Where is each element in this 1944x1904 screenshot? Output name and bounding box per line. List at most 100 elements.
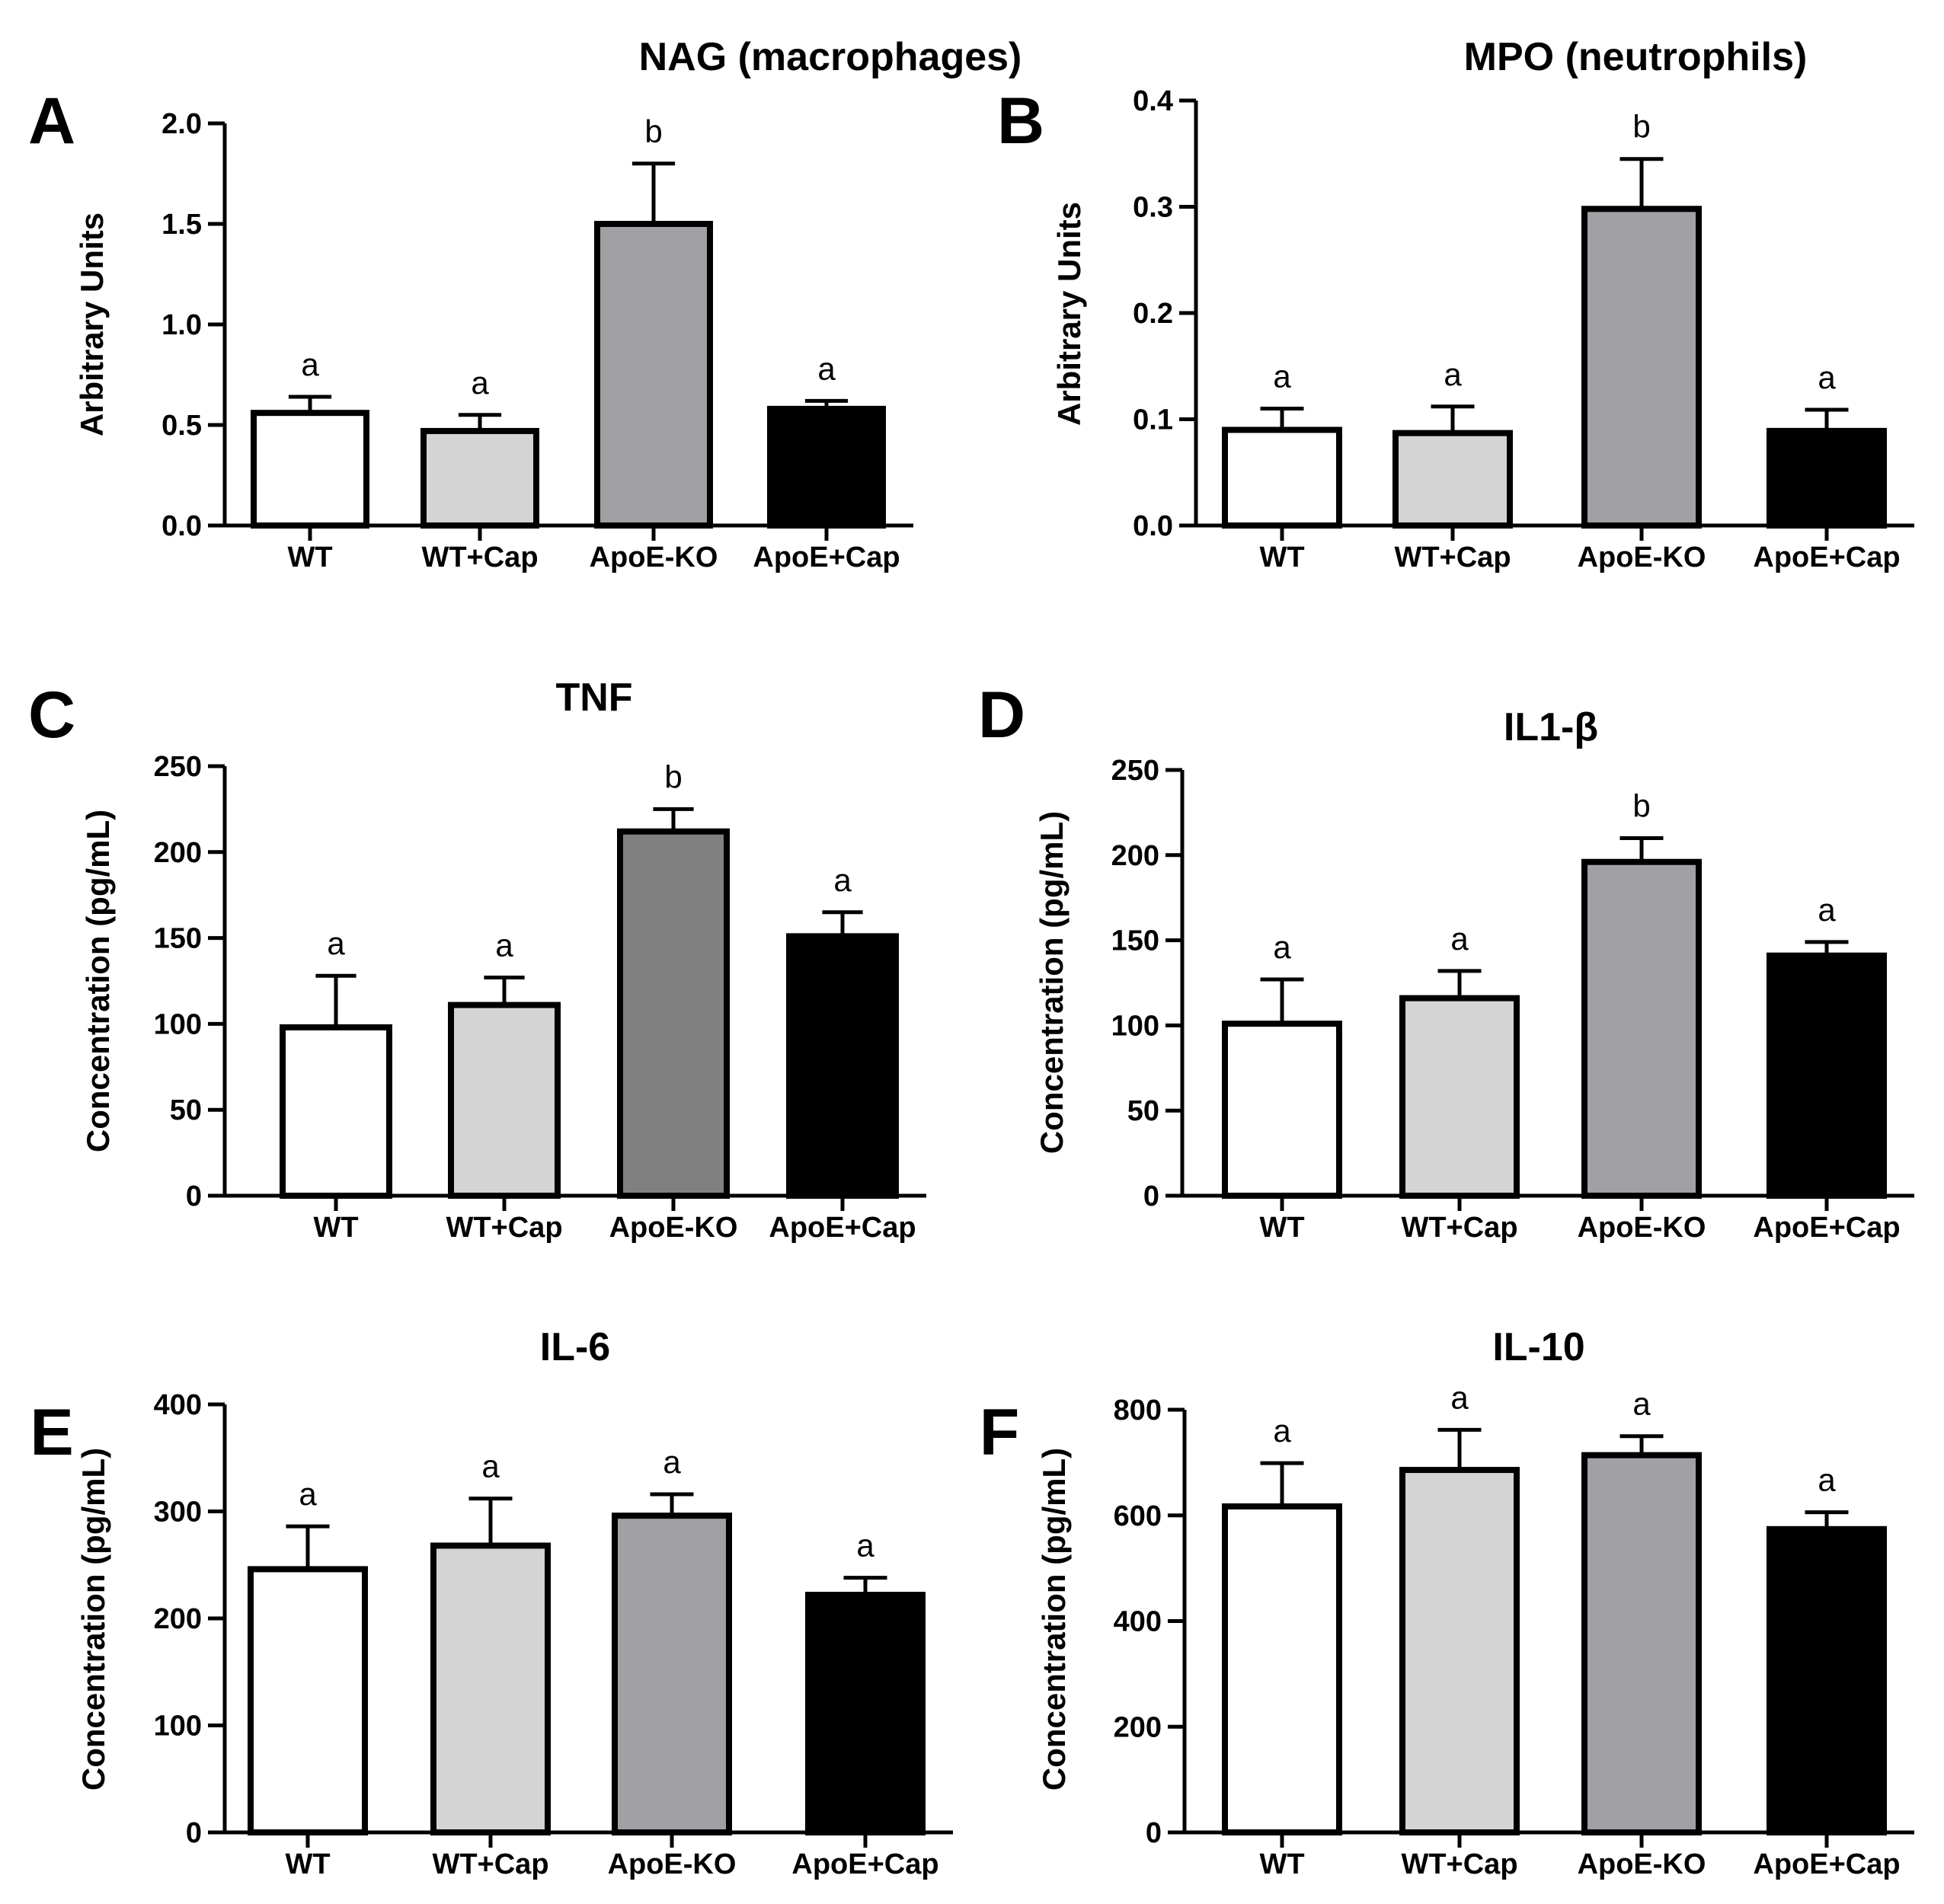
bar-wt-cap — [448, 1002, 561, 1199]
chart-title: MPO (neutrophils) — [1464, 35, 1808, 79]
panel-F: F IL-10 Concentration (pg/mL) 0 200 400 600 800… — [980, 1325, 1914, 1880]
significance-label: b — [1632, 787, 1650, 823]
y-axis-label: Arbitrary Units — [74, 212, 110, 436]
bar-apoe-cap — [1767, 952, 1887, 1199]
y-tick-label: 50 — [1127, 1095, 1159, 1127]
bar-apoe-ko — [594, 221, 713, 529]
y-tick-label: 150 — [154, 923, 202, 955]
x-tick-label: ApoE-KO — [1578, 1848, 1706, 1880]
x-tick-label: WT — [1259, 1212, 1304, 1244]
y-tick-label: 300 — [154, 1497, 202, 1529]
significance-label: a — [1632, 1386, 1651, 1422]
bar-wt-cap — [1392, 430, 1513, 529]
x-tick-label: ApoE-KO — [590, 541, 718, 573]
y-tick-label: 0 — [186, 1180, 202, 1212]
bar-wt-cap — [1399, 995, 1520, 1200]
significance-label: a — [299, 1476, 317, 1512]
panel-E: E IL-6 Concentration (pg/mL) 0 100 200 300 400 W… — [30, 1325, 953, 1880]
significance-label: a — [1273, 359, 1291, 395]
panel-letter: A — [28, 85, 75, 158]
significance-label: a — [1450, 921, 1469, 957]
bar-wt — [1222, 1021, 1342, 1199]
panel-letter: C — [28, 679, 75, 752]
y-tick-label: 100 — [154, 1008, 202, 1040]
panel-letter: D — [978, 679, 1025, 752]
y-tick-label: 50 — [170, 1094, 202, 1126]
y-tick-label: 100 — [1111, 1010, 1159, 1042]
significance-label: a — [1818, 359, 1836, 395]
bar-wt — [251, 410, 369, 529]
panel-letter: E — [30, 1396, 73, 1469]
significance-label: a — [481, 1449, 500, 1484]
x-tick-label: WT — [313, 1212, 358, 1244]
panel-letter: F — [980, 1396, 1020, 1469]
y-tick-label: 0.3 — [1133, 192, 1173, 224]
significance-label: b — [644, 113, 662, 149]
chart-title: TNF — [555, 676, 632, 720]
y-tick-label: 0.4 — [1133, 85, 1173, 117]
y-tick-label: 0 — [186, 1817, 202, 1849]
x-tick-label: WT — [1259, 1848, 1304, 1880]
y-tick-label: 800 — [1114, 1394, 1162, 1426]
x-tick-label: ApoE+Cap — [1753, 1212, 1900, 1244]
panel-D: D IL1-β Concentration (pg/mL) 0 50 100 150 200 2… — [978, 679, 1914, 1244]
significance-label: a — [817, 350, 836, 386]
significance-label: a — [833, 862, 852, 898]
y-tick-label: 0 — [1146, 1817, 1162, 1849]
bar-wt-cap — [420, 427, 539, 529]
x-tick-label: WT+Cap — [1401, 1212, 1517, 1244]
bar-apoe-ko — [617, 828, 730, 1200]
significance-label: b — [1632, 109, 1650, 145]
y-tick-label: 2.0 — [161, 108, 202, 140]
y-tick-label: 0 — [1143, 1180, 1159, 1212]
x-tick-label: ApoE+Cap — [753, 541, 900, 573]
x-tick-label: ApoE-KO — [1578, 1212, 1706, 1244]
panel-letter: B — [997, 85, 1044, 158]
x-tick-label: ApoE-KO — [1578, 541, 1706, 573]
y-tick-label: 200 — [154, 1603, 202, 1635]
x-tick-label: WT — [285, 1848, 330, 1880]
significance-label: a — [327, 925, 345, 961]
significance-label: a — [1273, 929, 1291, 965]
panel-B: B MPO (neutrophils) Arbitrary Units 0.0 0.1 0… — [997, 35, 1914, 573]
y-tick-label: 150 — [1111, 925, 1159, 957]
bar-apoe-cap — [1767, 1525, 1887, 1835]
bar-wt — [1222, 1503, 1342, 1836]
x-tick-label: WT+Cap — [1394, 541, 1511, 573]
x-tick-label: ApoE+Cap — [791, 1848, 938, 1880]
y-tick-label: 250 — [1111, 755, 1159, 787]
bar-wt — [248, 1566, 368, 1836]
y-tick-label: 400 — [1114, 1606, 1162, 1638]
chart-title: NAG (macrophages) — [639, 35, 1022, 79]
x-tick-label: ApoE-KO — [608, 1848, 737, 1880]
y-tick-label: 250 — [154, 751, 202, 783]
significance-label: a — [471, 365, 489, 401]
y-tick-label: 0.1 — [1133, 404, 1173, 436]
bar-apoe-cap — [767, 405, 886, 529]
y-tick-label: 100 — [154, 1711, 202, 1743]
x-tick-label: WT+Cap — [421, 541, 538, 573]
significance-label: a — [301, 347, 319, 382]
y-axis-label: Arbitrary Units — [1051, 202, 1087, 426]
bar-apoe-cap — [805, 1592, 926, 1836]
y-tick-label: 0.2 — [1133, 298, 1173, 330]
x-tick-label: ApoE+Cap — [769, 1212, 916, 1244]
y-tick-label: 200 — [1114, 1711, 1162, 1743]
significance-label: a — [1450, 1379, 1469, 1415]
bar-apoe-ko — [1581, 206, 1702, 529]
x-tick-label: WT — [287, 541, 332, 573]
chart-title: IL1-β — [1504, 705, 1598, 749]
y-tick-label: 0.0 — [161, 510, 202, 542]
significance-label: a — [1818, 892, 1836, 928]
y-tick-label: 0.5 — [161, 410, 202, 442]
x-tick-label: WT+Cap — [1401, 1848, 1517, 1880]
y-axis-label: Concentration (pg/mL) — [75, 1448, 111, 1791]
significance-label: a — [495, 927, 513, 963]
y-tick-label: 600 — [1114, 1500, 1162, 1532]
x-tick-label: WT+Cap — [432, 1848, 548, 1880]
x-tick-label: WT+Cap — [446, 1212, 562, 1244]
bar-wt — [280, 1024, 392, 1199]
significance-label: a — [856, 1528, 874, 1564]
bar-wt-cap — [430, 1542, 551, 1835]
